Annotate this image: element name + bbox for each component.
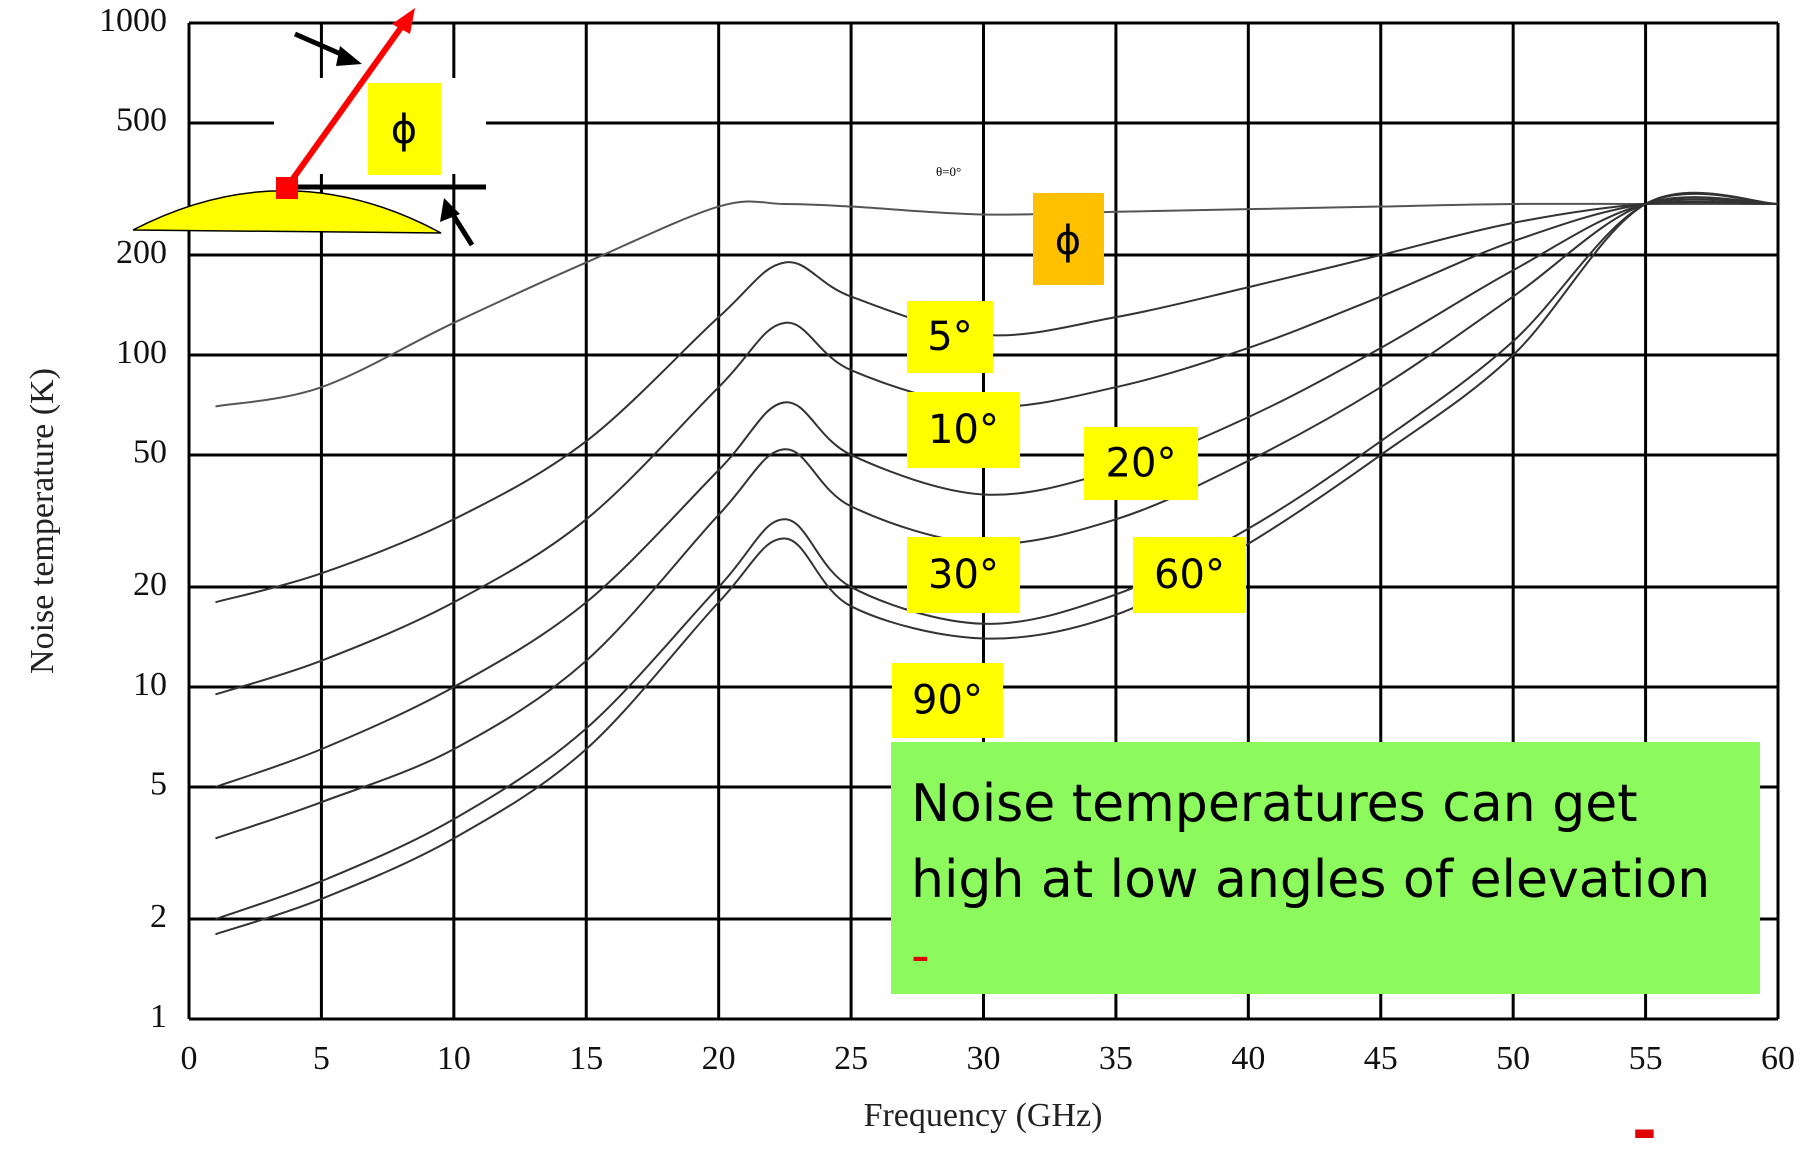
page: ϕ ϕ Noise temperature (K) Frequency (GHz… [23,1,1795,1166]
series-label: 30° [928,552,999,598]
label-box [907,301,993,373]
x-axis-title: Frequency (GHz) [864,1097,1103,1134]
y-tick-label: 1000 [99,2,167,39]
label-box [907,537,1020,613]
series-label: 90° [912,678,983,724]
series-line [215,192,1779,920]
elevation-arrow [284,20,408,189]
series-label: 5° [927,314,972,360]
series-label: 10° [928,407,999,453]
x-tick-label: 60 [1761,1040,1795,1077]
note-dash: - [911,926,930,986]
x-tick-label: 10 [437,1040,471,1077]
y-tick-label: 200 [116,234,167,271]
x-tick-label: 5 [313,1040,330,1077]
note-text: Noise temperatures can get high at low a… [911,774,1711,910]
y-tick-label: 100 [116,334,167,371]
series-label: θ=0° [936,164,961,179]
phi-label: ϕ [391,107,417,153]
note-box: Noise temperatures can get high at low a… [891,742,1760,994]
x-tick-label: 50 [1496,1040,1530,1077]
x-tick-label: 35 [1099,1040,1133,1077]
y-tick-label: 50 [133,434,167,471]
series-line [215,198,1779,788]
x-tick-label: 15 [569,1040,603,1077]
y-tick-label: 500 [116,102,167,139]
phi-label: ϕ [1055,218,1081,264]
pointer-head [440,198,460,222]
phi-box [368,83,441,175]
y-tick-label: 1 [150,998,167,1035]
x-tick-label: 30 [967,1040,1001,1077]
arrow-head [392,8,415,34]
x-tick-label: 40 [1231,1040,1265,1077]
y-tick-label: 10 [133,666,167,703]
x-tick-label: 20 [702,1040,736,1077]
series-line [215,196,1779,840]
x-tick-label: 45 [1364,1040,1398,1077]
y-axis-title: Noise temperature (K) [24,368,61,674]
red-dash: - [1632,1096,1657,1166]
label-box [892,663,1003,738]
pointer-head [336,46,362,66]
phi-box [1033,193,1104,285]
label-box [1084,427,1198,500]
x-tick-label: 0 [181,1040,198,1077]
elevation-inset: ϕ [132,8,486,247]
station-marker [276,177,298,199]
y-tick-label: 20 [133,566,167,603]
series-line [215,200,1778,408]
series-label: 20° [1106,441,1177,487]
label-box [1133,537,1246,613]
series-labels: θ=0° 5° 10° 20° 30° 60° 90° [892,164,1246,738]
y-tick-label: 5 [150,766,167,803]
x-tick-label: 55 [1629,1040,1663,1077]
series-label: 60° [1154,552,1225,598]
label-box [907,392,1020,468]
y-tick-label: 2 [150,898,167,935]
series-line [215,191,1779,936]
chart: ϕ ϕ Noise temperature (K) Frequency (GHz… [24,2,1795,1134]
x-tick-label: 25 [834,1040,868,1077]
